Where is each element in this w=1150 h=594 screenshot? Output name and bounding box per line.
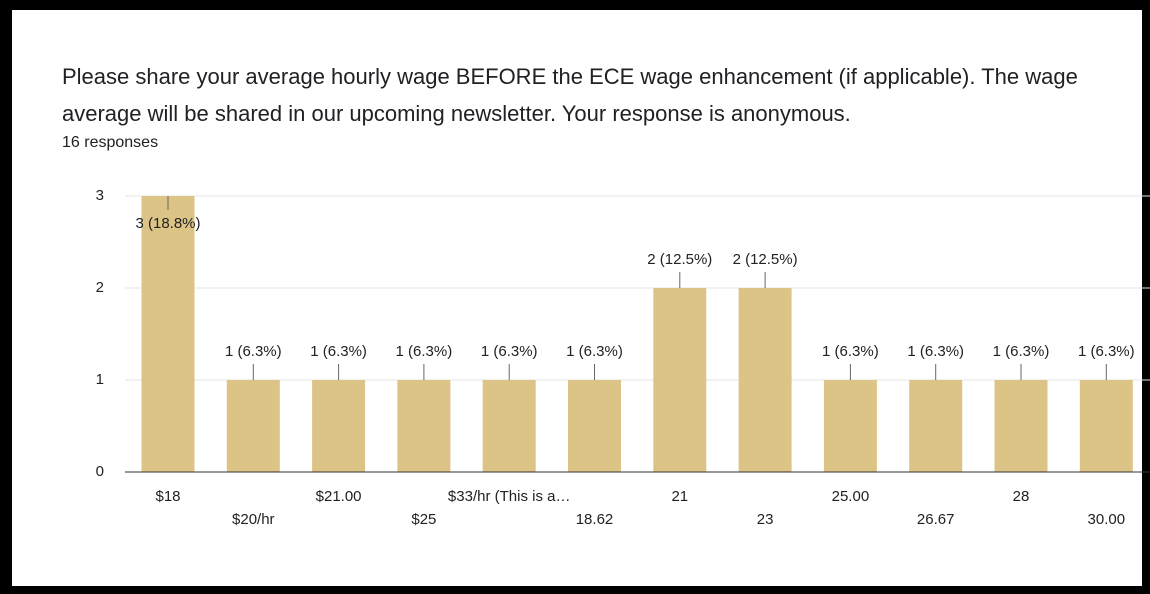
data-label: 2 (12.5%) bbox=[733, 251, 798, 268]
bar bbox=[141, 196, 195, 472]
data-label: 1 (6.3%) bbox=[310, 343, 367, 360]
bar bbox=[1079, 380, 1133, 472]
bar bbox=[653, 288, 707, 472]
data-label: 1 (6.3%) bbox=[396, 343, 453, 360]
bar bbox=[823, 380, 877, 472]
x-tick-label: 23 bbox=[757, 511, 774, 528]
x-tick-label: 21 bbox=[671, 488, 688, 505]
y-tick-label: 2 bbox=[96, 279, 104, 296]
x-tick-label: $18 bbox=[155, 488, 180, 505]
data-label: 1 (6.3%) bbox=[481, 343, 538, 360]
bar bbox=[994, 380, 1048, 472]
response-count: 16 responses bbox=[62, 134, 159, 151]
y-tick-label: 1 bbox=[96, 371, 104, 388]
card: Please share your average hourly wage BE… bbox=[12, 10, 1142, 586]
x-tick-label: $33/hr (This is a… bbox=[448, 488, 571, 505]
x-tick-label: 26.67 bbox=[917, 511, 955, 528]
data-label: 1 (6.3%) bbox=[225, 343, 282, 360]
bar bbox=[738, 288, 792, 472]
data-label: 1 (6.3%) bbox=[1078, 343, 1135, 360]
y-tick-label: 0 bbox=[96, 463, 104, 480]
bar bbox=[482, 380, 536, 472]
data-label: 2 (12.5%) bbox=[647, 251, 712, 268]
x-tick-label: $20/hr bbox=[232, 511, 275, 528]
bar bbox=[397, 380, 451, 472]
data-label: 1 (6.3%) bbox=[993, 343, 1050, 360]
data-label: 1 (6.3%) bbox=[907, 343, 964, 360]
x-tick-label: 18.62 bbox=[576, 511, 614, 528]
chart-title: Please share your average hourly wage BE… bbox=[62, 64, 1078, 126]
bar bbox=[312, 380, 366, 472]
x-tick-label: 30.00 bbox=[1088, 511, 1126, 528]
x-tick-label: 25.00 bbox=[832, 488, 870, 505]
y-tick-label: 3 bbox=[96, 187, 104, 204]
x-tick-label: 28 bbox=[1013, 488, 1030, 505]
bar bbox=[909, 380, 963, 472]
bar bbox=[226, 380, 280, 472]
data-label: 1 (6.3%) bbox=[566, 343, 623, 360]
data-label: 1 (6.3%) bbox=[822, 343, 879, 360]
x-tick-label: $25 bbox=[411, 511, 436, 528]
x-tick-label: $21.00 bbox=[316, 488, 362, 505]
bar bbox=[568, 380, 621, 472]
data-label: 3 (18.8%) bbox=[135, 215, 200, 232]
